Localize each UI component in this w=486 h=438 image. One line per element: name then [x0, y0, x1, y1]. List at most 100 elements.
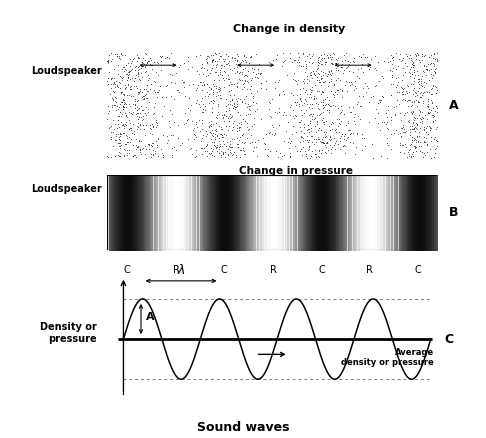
Point — [137, 120, 144, 127]
Point — [132, 62, 140, 69]
Point — [132, 154, 140, 161]
Point — [351, 121, 359, 128]
Point — [219, 133, 227, 140]
Point — [203, 131, 210, 138]
Point — [113, 82, 121, 89]
Point — [167, 93, 174, 100]
Point — [384, 59, 392, 66]
Point — [126, 84, 134, 91]
Point — [408, 139, 416, 146]
Point — [224, 60, 232, 67]
Point — [136, 77, 144, 84]
Point — [424, 102, 432, 110]
Point — [427, 124, 435, 131]
Point — [431, 107, 439, 114]
Point — [407, 57, 415, 64]
Point — [240, 95, 248, 102]
Point — [413, 147, 420, 154]
Text: Change in pressure: Change in pressure — [240, 166, 353, 176]
Point — [202, 132, 209, 139]
Point — [399, 122, 406, 129]
Point — [254, 74, 261, 81]
Point — [429, 60, 437, 67]
Point — [128, 65, 136, 72]
Point — [134, 89, 142, 96]
Point — [411, 136, 419, 143]
Point — [217, 152, 225, 159]
Point — [407, 108, 415, 115]
Point — [296, 90, 304, 97]
Point — [312, 151, 319, 158]
Point — [123, 134, 131, 141]
Point — [226, 113, 234, 120]
Point — [326, 71, 333, 78]
Point — [157, 145, 165, 152]
Point — [247, 131, 255, 138]
Point — [300, 110, 308, 117]
Point — [116, 152, 123, 159]
Point — [213, 88, 221, 95]
Point — [144, 58, 152, 65]
Point — [326, 51, 334, 58]
Point — [415, 52, 422, 59]
Point — [269, 57, 277, 64]
Point — [400, 125, 408, 132]
Point — [387, 117, 395, 124]
Point — [141, 63, 149, 70]
Point — [121, 63, 128, 70]
Point — [115, 152, 123, 159]
Point — [208, 148, 216, 155]
Point — [120, 153, 128, 160]
Point — [135, 137, 143, 144]
Point — [403, 89, 411, 96]
Point — [179, 78, 187, 85]
Point — [163, 140, 171, 147]
Point — [321, 148, 329, 155]
Point — [365, 65, 373, 72]
Point — [121, 66, 129, 73]
Point — [309, 50, 317, 57]
Point — [127, 125, 135, 132]
Point — [133, 85, 140, 92]
Point — [249, 92, 257, 99]
Point — [120, 146, 128, 153]
Point — [297, 133, 305, 140]
Point — [134, 124, 142, 131]
Point — [334, 55, 342, 62]
Point — [412, 144, 420, 151]
Point — [389, 74, 397, 81]
Point — [314, 127, 322, 134]
Point — [411, 71, 419, 78]
Point — [118, 66, 125, 73]
Point — [145, 141, 153, 148]
Point — [116, 84, 124, 91]
Point — [174, 121, 182, 128]
Point — [404, 102, 412, 110]
Point — [286, 145, 294, 152]
Point — [156, 83, 163, 90]
Point — [409, 120, 417, 127]
Point — [216, 150, 224, 157]
Point — [145, 57, 153, 64]
Point — [420, 61, 428, 68]
Point — [203, 148, 210, 155]
Point — [208, 120, 216, 127]
Point — [386, 57, 394, 64]
Point — [247, 82, 255, 89]
Point — [133, 51, 140, 58]
Point — [124, 73, 132, 80]
Point — [291, 76, 299, 83]
Point — [134, 97, 142, 104]
Point — [202, 142, 209, 149]
Point — [414, 102, 421, 109]
Point — [377, 96, 384, 103]
Point — [130, 78, 138, 85]
Point — [141, 62, 149, 69]
Point — [133, 57, 141, 64]
Point — [296, 96, 304, 103]
Point — [392, 49, 400, 57]
Point — [350, 54, 358, 61]
Point — [192, 53, 200, 60]
Point — [358, 135, 366, 142]
Point — [221, 55, 229, 62]
